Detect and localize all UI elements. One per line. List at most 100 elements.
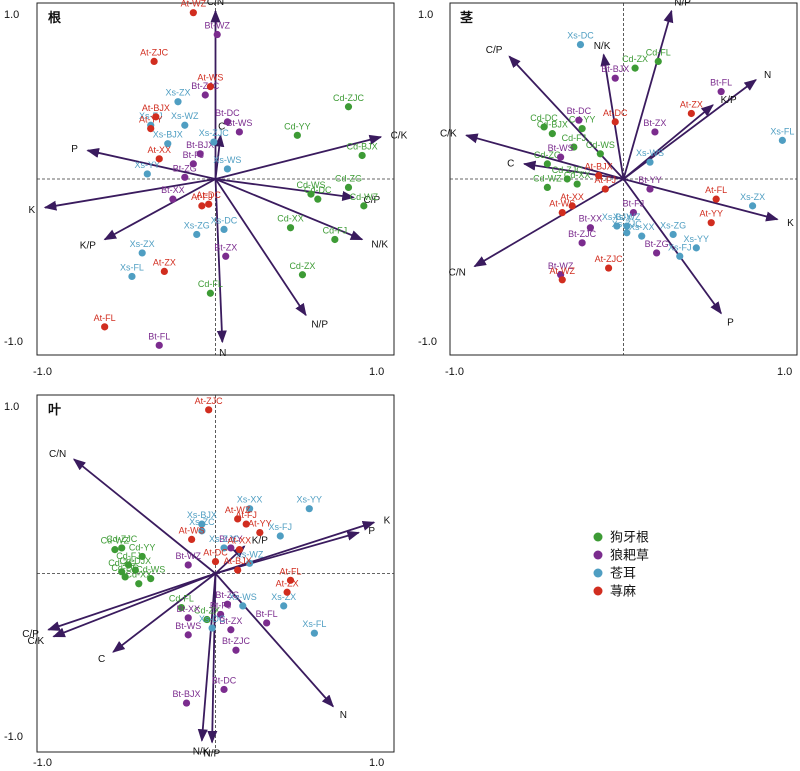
vector-arrow [47, 572, 216, 631]
data-point [575, 116, 583, 124]
data-point [152, 113, 160, 121]
panel-3: 叶 -1.0 1.0 1.0 -1.0 KP K/P C/N C/PC/K C N/KN/P N Cd-… [4, 394, 395, 769]
vector-label: C [507, 158, 514, 169]
vector-label: C/N [207, 0, 224, 8]
data-point [543, 160, 551, 168]
point-label: Cd-WS [296, 180, 325, 190]
point-label: Xs-WS [213, 155, 241, 165]
legend-label: 狼耙草 [610, 549, 649, 564]
data-point [184, 561, 192, 569]
vector-label: K [787, 218, 794, 229]
data-point [298, 271, 307, 279]
vector-arrow [622, 104, 714, 180]
point-label: Xs-DC [211, 215, 238, 225]
data-point [203, 615, 211, 624]
data-point [712, 195, 720, 203]
data-point [198, 527, 206, 535]
data-point [596, 150, 604, 158]
point-label: At-ZX [680, 99, 703, 109]
point-label: Bt-WZ [548, 261, 574, 271]
point-label: At-WS [197, 73, 223, 83]
data-point [631, 64, 639, 72]
point-label: Bt-FL [148, 331, 170, 341]
data-point [344, 183, 353, 191]
panel-title: 茎 [460, 10, 473, 26]
point-label: At-YY [248, 519, 272, 529]
data-point [310, 629, 318, 637]
data-point [242, 520, 250, 528]
panel-1: 根 -1.0 1.0 1.0 -1.0 C/N C C/K C/P N/K N/P N K/P K P Cd-… [4, 0, 408, 378]
data-point [576, 41, 585, 49]
vector-arrow [215, 134, 383, 180]
point-label: Xs-WS [229, 592, 257, 602]
data-point [208, 624, 216, 632]
y-tick-label: -1.0 [4, 336, 23, 348]
point-label: Xs-FL [302, 619, 326, 629]
point-label: Cd-YY [284, 121, 311, 131]
data-point [344, 103, 353, 111]
point-label: Xs-XX [629, 222, 655, 232]
point-label: Bt-YY [638, 175, 662, 185]
legend-label: 狗牙根 [610, 531, 649, 546]
data-point [155, 155, 163, 163]
point-label: Cd-FL [198, 279, 223, 289]
vector-arrow [465, 133, 624, 180]
vector-label: C/P [364, 195, 381, 206]
point-label: At-BJX [585, 162, 613, 172]
data-point [222, 252, 230, 260]
data-point [595, 172, 603, 180]
y-tick-label: 1.0 [4, 401, 19, 413]
point-label: Bt-BJX [601, 64, 629, 74]
point-label: Cd-ZJC [333, 93, 364, 103]
point-label: At-WZ [225, 505, 251, 515]
point-label: Bt-ZG [215, 590, 239, 600]
point-label: Xs-YY [135, 160, 161, 170]
data-point [184, 614, 192, 622]
x-tick-label: 1.0 [369, 366, 384, 378]
data-point [155, 341, 163, 349]
data-point [223, 118, 232, 126]
point-label: Xs-FL [770, 126, 794, 136]
point-label: Bt-ZG [645, 239, 669, 249]
x-tick-label: 1.0 [369, 757, 384, 769]
data-point [138, 249, 146, 257]
point-label: Cd-DC [304, 185, 332, 195]
point-label: Xs-DC [199, 614, 226, 624]
data-point [189, 9, 197, 17]
point-label: Bt-ZX [214, 242, 237, 252]
point-label: Xs-ZC [189, 517, 215, 527]
vector-label: P [368, 526, 375, 537]
data-point [543, 183, 551, 191]
point-label: Cd-XX [564, 170, 591, 180]
data-point [778, 136, 786, 144]
vector-label: N/K [594, 41, 611, 52]
point-label: At-XX [228, 536, 252, 546]
point-label: Cd-YY [129, 542, 156, 552]
point-label: At-FL [705, 185, 727, 195]
point-label: Bt-XX [579, 214, 603, 224]
point-label: Cd-XX [126, 570, 153, 580]
legend-marker [593, 532, 603, 542]
data-point [131, 566, 139, 574]
data-point [227, 544, 235, 552]
point-label: Bt-FJ [210, 600, 232, 610]
point-label: At-WZ [181, 0, 207, 9]
data-point [193, 230, 201, 239]
point-label: Cd-DJX [120, 556, 152, 566]
legend-marker [593, 550, 603, 560]
data-point [286, 224, 295, 232]
data-point [653, 249, 661, 257]
point-label: At-ZX [276, 578, 299, 588]
vector-arrow [214, 178, 227, 344]
data-point [205, 406, 213, 414]
vector-arrow [215, 530, 360, 575]
point-label: Bt-WS [548, 143, 574, 153]
data-point [276, 532, 284, 540]
point-label: At-XX [560, 192, 584, 202]
vector-arrow [103, 178, 216, 241]
point-label: Xs-BJX [602, 212, 632, 222]
vector-label: N [340, 710, 347, 721]
point-label: Bt-XX [161, 185, 185, 195]
data-point [623, 229, 631, 237]
point-label: Xs-ZJC [209, 534, 239, 544]
